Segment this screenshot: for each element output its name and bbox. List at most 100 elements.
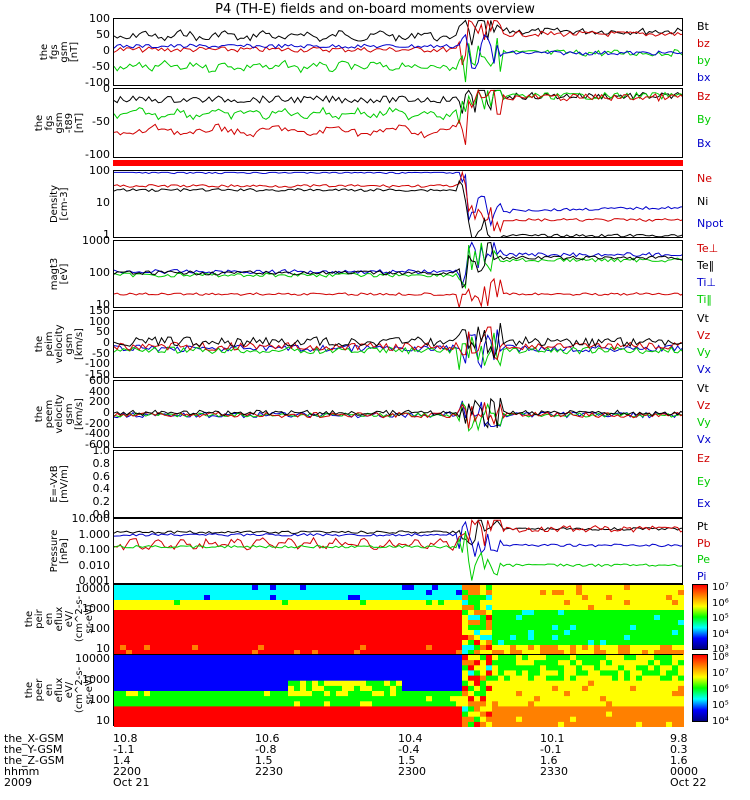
spectrogram-cell [204,630,211,636]
spectrogram-cell [354,706,361,713]
spectrogram-cell [174,600,181,606]
spectrogram-cell [462,620,469,626]
spectrogram-cell [636,620,643,626]
spectrogram-cell [678,716,685,723]
xaxis-value: 0.3 [670,743,688,756]
spectrogram-cell [258,585,265,591]
spectrogram-cell [474,650,481,656]
spectrogram-cell [222,660,229,666]
spectrogram-cell [492,645,499,651]
spectrogram-cell [276,721,283,728]
spectrogram-cell [360,650,367,656]
spectrogram-cell [366,630,373,636]
spectrogram-cell [234,630,241,636]
ytick-label: -100 [85,76,110,89]
spectrogram-cell [294,625,301,631]
spectrogram-cell [492,691,499,697]
spectrogram-cell [138,706,145,713]
spectrogram-cell [312,706,319,713]
spectrogram-cell [264,605,271,611]
spectrogram-cell [450,721,457,728]
spectrogram-cell [522,650,529,656]
spectrogram-cell [246,630,253,636]
spectrogram-cell [114,665,121,671]
spectrogram-cell [426,655,433,661]
spectrogram-cell [162,590,169,596]
spectrogram-cell [138,675,145,682]
spectrogram-cell [300,665,307,671]
spectrogram-cell [282,600,289,606]
spectrogram-cell [330,595,337,601]
spectrogram-cell [396,615,403,621]
spectrogram-cell [426,605,433,611]
spectrogram-cell [564,585,571,591]
spectrogram-cell [612,660,619,666]
spectrogram-cell [624,645,631,651]
spectrogram-cell [276,595,283,601]
spectrogram-cell [390,600,397,606]
spectrogram-cell [564,706,571,713]
spectrogram-cell [546,680,553,687]
spectrogram-cell [378,625,385,631]
spectrogram-cell [606,635,613,641]
spectrogram-cell [168,675,175,682]
spectrogram-cell [300,655,307,661]
spectrogram-cell [408,721,415,728]
spectrogram-cell [360,680,367,687]
spectrogram-cell [234,680,241,687]
spectrogram-cell [522,590,529,596]
spectrogram-cell [162,650,169,656]
ylabel-line: [mV/m] [59,465,70,503]
spectrogram-cell [618,655,625,661]
spectrogram-cell [408,630,415,636]
spectrogram-cell [204,625,211,631]
spectrogram-cell [414,610,421,616]
spectrogram-cell [390,605,397,611]
spectrogram-cell [162,605,169,611]
spectrogram-cell [330,685,337,692]
spectrogram-cell [384,696,391,702]
spectrogram-cell [582,600,589,606]
spectrogram-cell [276,655,283,661]
spectrogram-cell [582,716,589,723]
spectrogram-cell [504,685,511,692]
spectrogram-cell [600,640,607,646]
spectrogram-cell [492,665,499,671]
spectrogram-cell [474,605,481,611]
spectrogram-cell [444,640,451,646]
spectrogram-cell [594,635,601,641]
spectrogram-cell [162,615,169,621]
spectrogram-cell [288,711,295,718]
spectrogram-cell [132,595,139,601]
spectrogram-cell [204,685,211,692]
spectrogram-cell [378,640,385,646]
spectrogram-cell [516,711,523,718]
spectrogram-cell [630,696,637,702]
trace-svg-peim_v [114,323,682,370]
spectrogram-cell [414,620,421,626]
spectrogram-cell [240,685,247,692]
spectrogram-cell [480,635,487,641]
spectrogram-cell [324,610,331,616]
spectrogram-cell [432,701,439,707]
spectrogram-cell [546,670,553,677]
spectrogram-cell [504,635,511,641]
spectrogram-cell [534,645,541,651]
spectrogram-cell [156,716,163,723]
spectrogram-cell [456,721,463,728]
spectrogram-cell [636,680,643,687]
spectrogram-cell [402,585,409,591]
spectrogram-cell [198,716,205,723]
spectrogram-cell [288,670,295,677]
spectrogram-cell [270,605,277,611]
spectrogram-cell [402,595,409,601]
spectrogram-cell [438,600,445,606]
spectrogram-cell [588,590,595,596]
spectrogram-cell [360,675,367,682]
spectrogram-cell [576,665,583,671]
spectrogram-cell [270,655,277,661]
spectrogram-cell [672,635,679,641]
spectrogram-cell [528,605,535,611]
spectrogram-cell [342,620,349,626]
spectrogram-cell [462,605,469,611]
